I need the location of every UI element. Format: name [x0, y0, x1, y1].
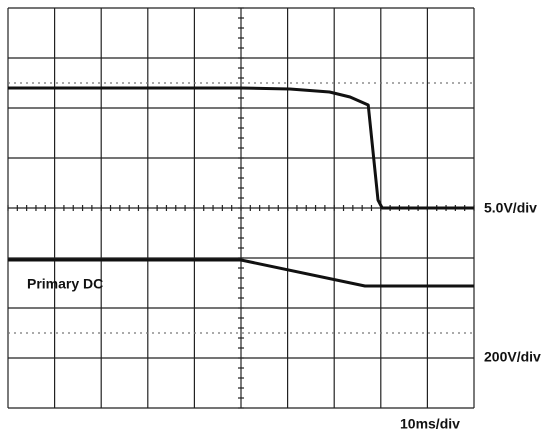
series-label: Primary DC: [27, 276, 103, 292]
trace: [8, 258, 474, 288]
trace: [8, 86, 474, 210]
y-scale-label: 5.0V/div: [484, 200, 537, 216]
x-scale-label: 10ms/div: [400, 416, 460, 432]
y-scale-label: 200V/div: [484, 349, 541, 365]
graticule: [7, 7, 475, 409]
